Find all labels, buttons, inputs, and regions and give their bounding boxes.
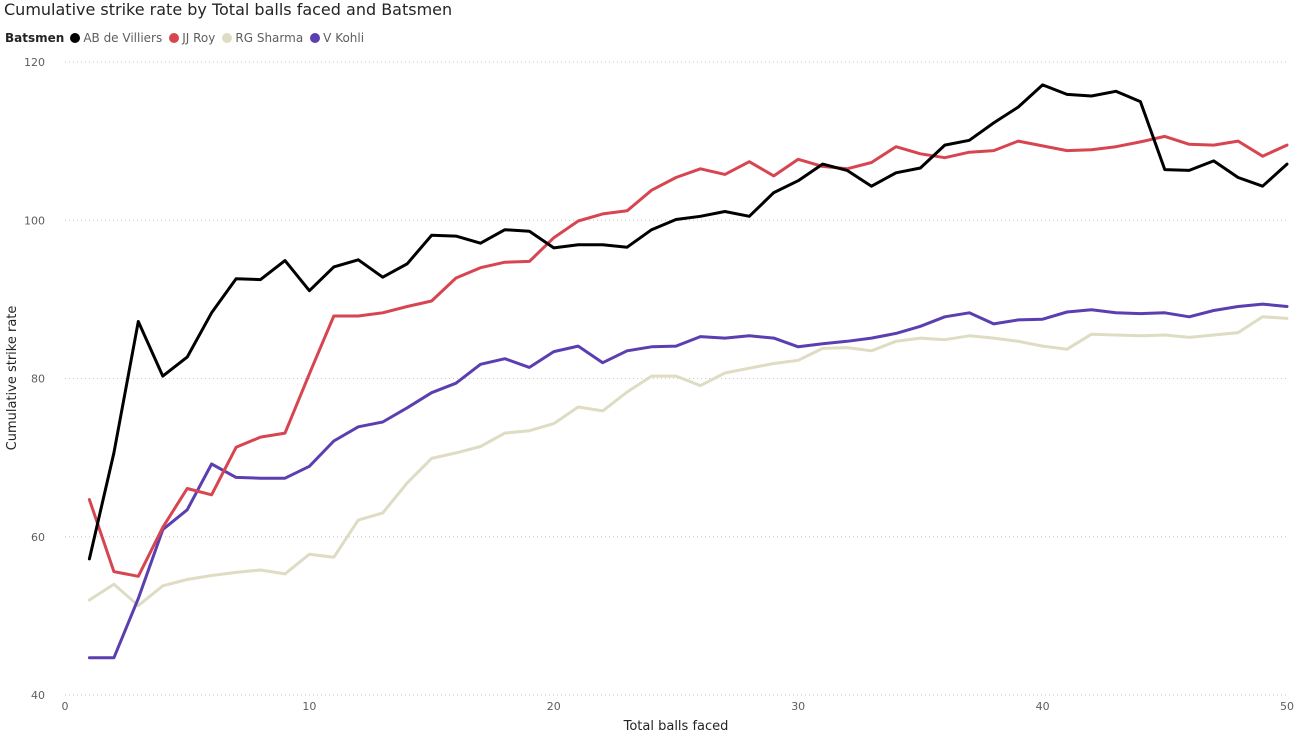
legend-marker-icon: [222, 33, 233, 43]
legend-item-jj-roy[interactable]: JJ Roy: [169, 31, 215, 45]
legend-marker-icon: [70, 33, 81, 43]
legend-item-ab-de-villiers[interactable]: AB de Villiers: [70, 31, 162, 45]
y-tick-label: 40: [31, 689, 45, 702]
legend-item-rg-sharma[interactable]: RG Sharma: [222, 31, 303, 45]
x-tick-label: 50: [1280, 700, 1294, 713]
y-axis-ticks: 40 60 80 100 120: [24, 56, 45, 702]
legend-item-v-kohli[interactable]: V Kohli: [310, 31, 364, 45]
series-line-rg-sharma[interactable]: [87, 315, 1289, 608]
legend-marker-icon: [310, 33, 321, 43]
legend-label: JJ Roy: [182, 31, 216, 45]
series-line-ab-de-villiers[interactable]: [87, 83, 1289, 561]
y-tick-label: 80: [31, 373, 45, 386]
y-tick-label: 120: [24, 56, 45, 69]
series-line-v-kohli[interactable]: [87, 302, 1289, 660]
legend-title: Batsmen: [5, 31, 65, 45]
gridlines: [65, 61, 1287, 696]
x-axis-title: Total balls faced: [623, 719, 729, 734]
x-tick-label: 30: [791, 700, 805, 713]
series-lines: [87, 83, 1289, 660]
x-tick-label: 0: [62, 700, 69, 713]
y-axis-title: Cumulative strike rate: [5, 306, 20, 451]
y-tick-label: 60: [31, 531, 45, 544]
legend-label: RG Sharma: [235, 31, 304, 45]
legend-marker-icon: [169, 33, 180, 43]
x-tick-label: 20: [547, 700, 561, 713]
x-tick-label: 10: [302, 700, 316, 713]
legend-label: V Kohli: [323, 31, 365, 45]
legend-label: AB de Villiers: [83, 31, 163, 45]
legend: Batsmen AB de Villiers JJ Roy RG Sharma …: [5, 31, 371, 45]
series-line-jj-roy[interactable]: [87, 134, 1289, 578]
chart-title: Cumulative strike rate by Total balls fa…: [4, 0, 453, 19]
y-tick-label: 100: [24, 214, 45, 227]
x-tick-label: 40: [1036, 700, 1050, 713]
x-axis-ticks: 0 10 20 30 40 50: [62, 700, 1295, 713]
